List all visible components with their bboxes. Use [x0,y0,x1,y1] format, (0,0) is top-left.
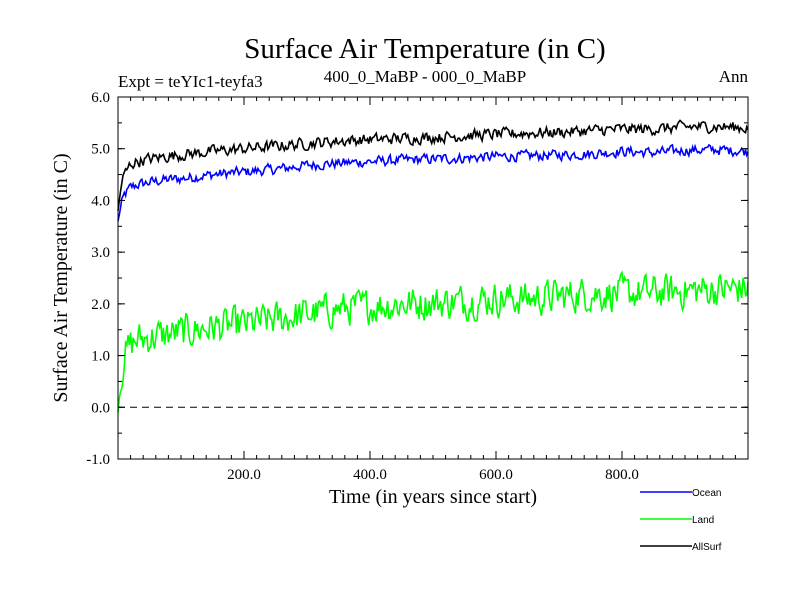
y-axis-label: Surface Air Temperature (in C) [50,153,72,402]
x-tick-label: 600.0 [479,467,513,483]
period-label: 400_0_MaBP - 000_0_MaBP [324,67,526,86]
series-line-land [117,270,749,413]
series-line-ocean [117,143,749,222]
plot-area [117,119,749,413]
season-label: Ann [719,67,749,86]
series-line-allsurf [117,119,749,211]
experiment-label: Expt = teYIc1-teyfa3 [118,72,263,91]
y-tick-label: 3.0 [91,245,110,261]
axis-ticks: -1.0 0.0 1.0 2.0 3.0 4.0 5.0 6.0 200.0 400.0 600.0… [86,90,749,483]
x-tick-label: 200.0 [227,467,261,483]
y-tick-label: 2.0 [91,297,110,313]
y-tick-label: 4.0 [91,193,110,209]
y-tick-label: 6.0 [91,90,110,106]
legend-label-ocean: Ocean [692,488,721,499]
legend-label-allsurf: AllSurf [692,542,722,553]
legend-label-land: Land [692,515,714,526]
legend: Ocean Land AllSurf [640,488,722,553]
y-tick-label: 1.0 [91,349,110,365]
y-tick-label: 5.0 [91,142,110,158]
chart-title: Surface Air Temperature (in C) [244,33,605,65]
y-tick-label: -1.0 [86,452,110,468]
x-tick-label: 400.0 [353,467,387,483]
y-tick-label: 0.0 [91,400,110,416]
x-axis-label: Time (in years since start) [329,486,537,508]
x-tick-label: 800.0 [605,467,639,483]
